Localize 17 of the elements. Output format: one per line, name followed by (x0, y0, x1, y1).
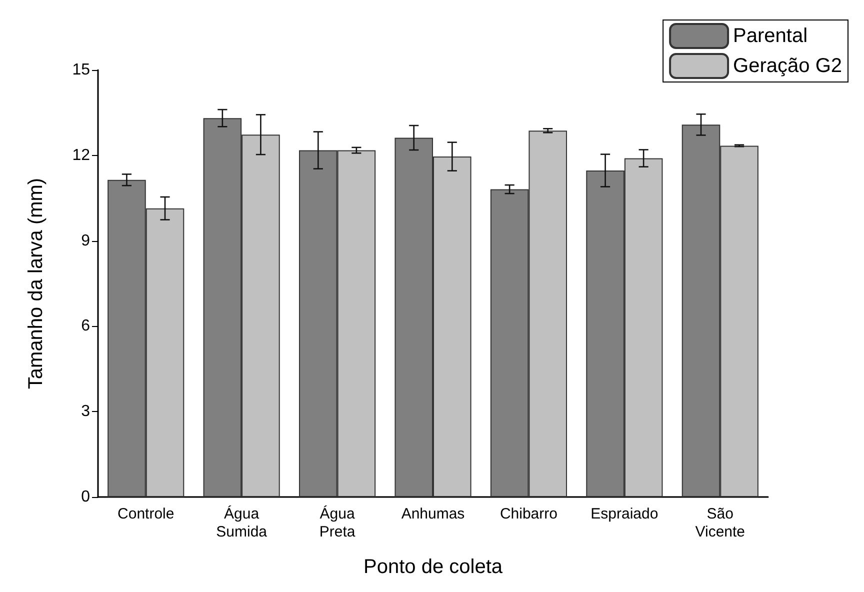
y-tick-label: 0 (81, 488, 90, 506)
y-tick-label: 6 (81, 318, 90, 335)
x-axis-title: Ponto de coleta (364, 556, 504, 578)
x-tick-label: Água Sumida (216, 504, 268, 540)
x-tick-label: Espraiado (590, 506, 658, 522)
x-tick-label: Anhumas (401, 506, 465, 522)
legend-label: Geração G2 (733, 55, 842, 77)
y-tick-label: 3 (81, 403, 90, 420)
x-tick-label: São Vicente (695, 506, 746, 540)
y-tick-label: 15 (72, 62, 90, 78)
y-tick-label: 12 (72, 146, 90, 164)
y-axis-title: Tamanho da larva (mm) (25, 178, 47, 390)
x-tick-label: Chibarro (500, 506, 558, 522)
x-tick-label: Água Preta (319, 504, 356, 540)
legend-label: Parental (733, 25, 808, 47)
x-tick-label: Controle (118, 506, 174, 522)
y-tick-label: 9 (81, 232, 90, 250)
